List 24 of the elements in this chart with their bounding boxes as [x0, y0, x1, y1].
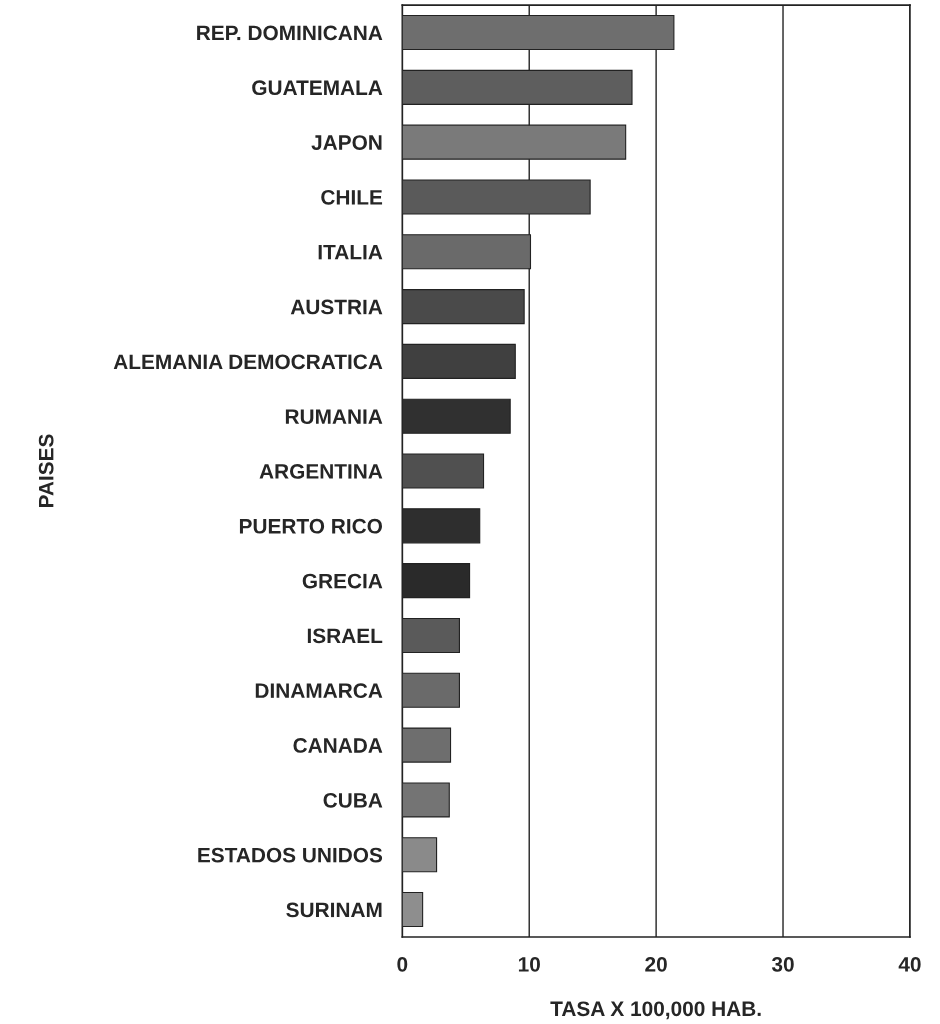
y-tick-label: CUBA [323, 792, 383, 808]
x-tick-label: 20 [645, 956, 667, 972]
y-tick-label: ITALIA [318, 245, 383, 260]
x-tick-label: 10 [518, 956, 540, 972]
y-tick-label: PUERTO RICO [239, 518, 382, 534]
y-tick-label: CHILE [321, 189, 383, 205]
y-tick-label: ESTADOS UNIDOS [198, 847, 383, 863]
x-tick-label: 30 [771, 956, 794, 972]
y-tick-label: ISRAEL [307, 628, 383, 644]
y-tick-label: RUMANIA [285, 409, 383, 424]
y-tick-label: GUATEMALA [252, 80, 383, 96]
y-tick-label: ALEMANIA DEMOCRATICA [113, 354, 383, 370]
y-tick-label: AUSTRIA [290, 299, 383, 315]
x-tick-label: 0 [397, 956, 408, 972]
y-tick-label: SURINAM [286, 902, 382, 918]
y-tick-label: GRECIA [302, 573, 383, 589]
y-tick-label: JAPON [311, 135, 382, 150]
y-tick-label: CANADA [293, 738, 383, 753]
y-axis-title: PAISES [38, 434, 54, 508]
y-tick-label: ARGENTINA [259, 464, 383, 479]
y-tick-label: REP. DOMINICANA [197, 25, 383, 41]
x-tick-label: 40 [898, 956, 921, 972]
y-tick-label: DINAMARCA [255, 683, 383, 699]
x-axis-title: TASA X 100,000 HAB. [550, 1001, 761, 1020]
